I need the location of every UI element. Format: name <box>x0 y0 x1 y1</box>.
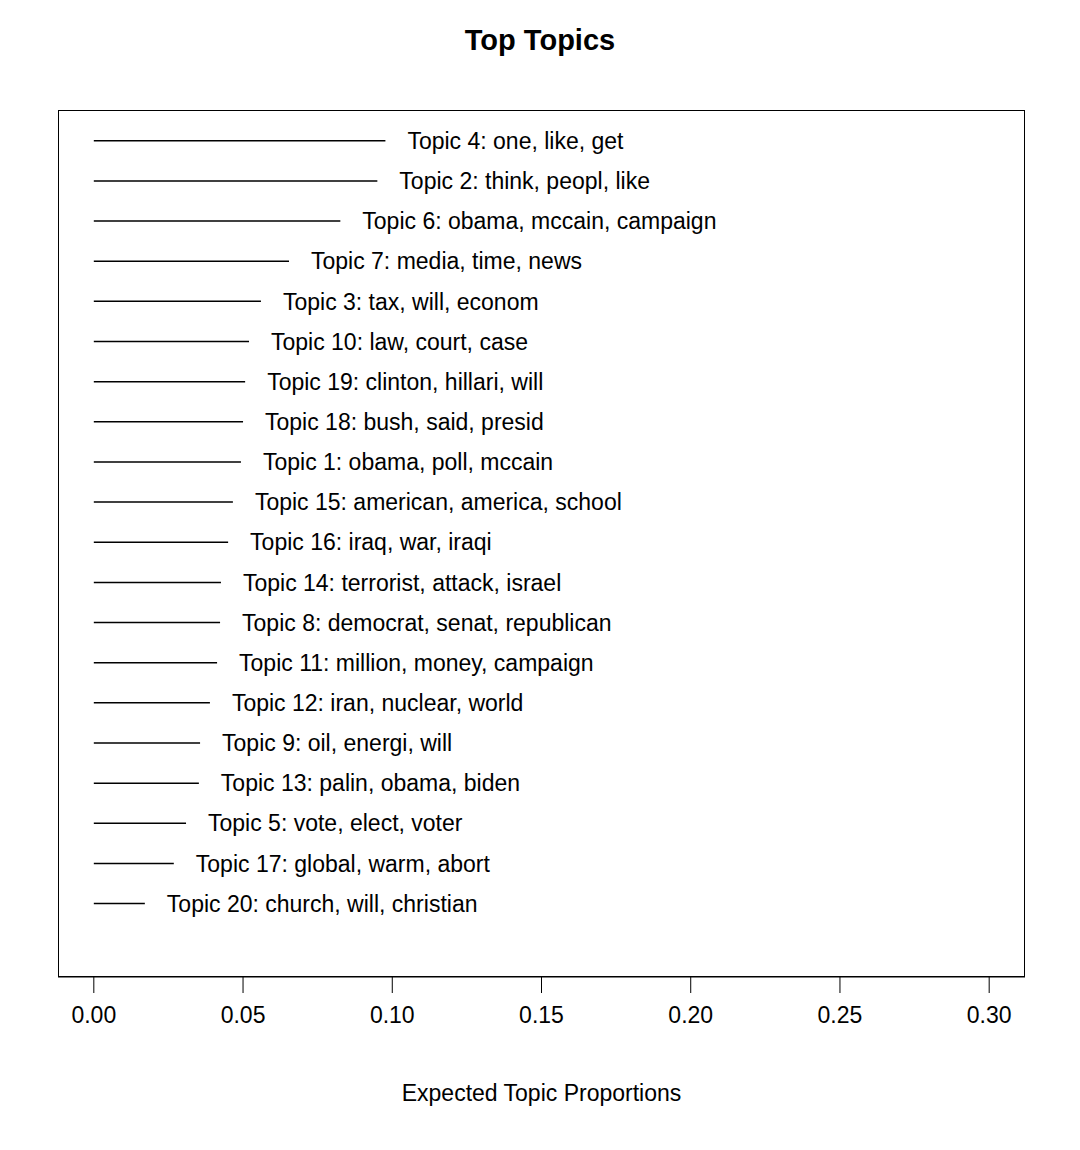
svg-text:Topic 5: vote, elect, voter: Topic 5: vote, elect, voter <box>208 810 463 836</box>
svg-text:Topic 12: iran, nuclear, world: Topic 12: iran, nuclear, world <box>232 690 524 716</box>
svg-text:0.20: 0.20 <box>668 1002 713 1028</box>
html-text:Top Topics: Top Topics <box>464 24 616 56</box>
svg-text:Topic 11: million, money, camp: Topic 11: million, money, campaign <box>239 650 594 676</box>
svg-text:Topic 3: tax, will, econom: Topic 3: tax, will, econom <box>283 289 539 315</box>
svg-text:Topic 1: obama, poll, mccain: Topic 1: obama, poll, mccain <box>263 449 553 475</box>
svg-text:Topic 18: bush, said, presid: Topic 18: bush, said, presid <box>265 409 544 435</box>
svg-text:0.00: 0.00 <box>71 1002 116 1028</box>
svg-text:Topic 7: media, time, news: Topic 7: media, time, news <box>311 248 582 274</box>
svg-text:Topic 17: global, warm, abort: Topic 17: global, warm, abort <box>196 851 491 877</box>
svg-text:0.30: 0.30 <box>967 1002 1012 1028</box>
svg-text:Topic 4: one, like, get: Topic 4: one, like, get <box>407 128 624 154</box>
svg-text:0.05: 0.05 <box>221 1002 266 1028</box>
html-text:Expected Topic Proportions: Expected Topic Proportions <box>401 1080 682 1106</box>
svg-text:Topic 8: democrat, senat, repu: Topic 8: democrat, senat, republican <box>242 610 611 636</box>
svg-text:Topic 14: terrorist, attack, i: Topic 14: terrorist, attack, israel <box>243 570 561 596</box>
svg-text:0.10: 0.10 <box>370 1002 415 1028</box>
svg-text:Topic 2: think, peopl, like: Topic 2: think, peopl, like <box>399 168 650 194</box>
svg-text:Topic 9: oil, energi, will: Topic 9: oil, energi, will <box>222 730 452 756</box>
svg-text:Topic 15: american, america, s: Topic 15: american, america, school <box>255 489 622 515</box>
svg-text:Topic 13: palin, obama, biden: Topic 13: palin, obama, biden <box>221 770 520 796</box>
svg-text:Topic 20: church, will, christ: Topic 20: church, will, christian <box>167 891 478 917</box>
svg-text:Topic 16: iraq, war, iraqi: Topic 16: iraq, war, iraqi <box>250 529 492 555</box>
svg-text:Topic 10: law, court, case: Topic 10: law, court, case <box>271 329 528 355</box>
svg-text:Topic 6: obama, mccain, campai: Topic 6: obama, mccain, campaign <box>362 208 716 234</box>
svg-text:Topic 19: clinton, hillari, wi: Topic 19: clinton, hillari, will <box>267 369 543 395</box>
svg-text:0.25: 0.25 <box>818 1002 863 1028</box>
svg-text:0.15: 0.15 <box>519 1002 564 1028</box>
